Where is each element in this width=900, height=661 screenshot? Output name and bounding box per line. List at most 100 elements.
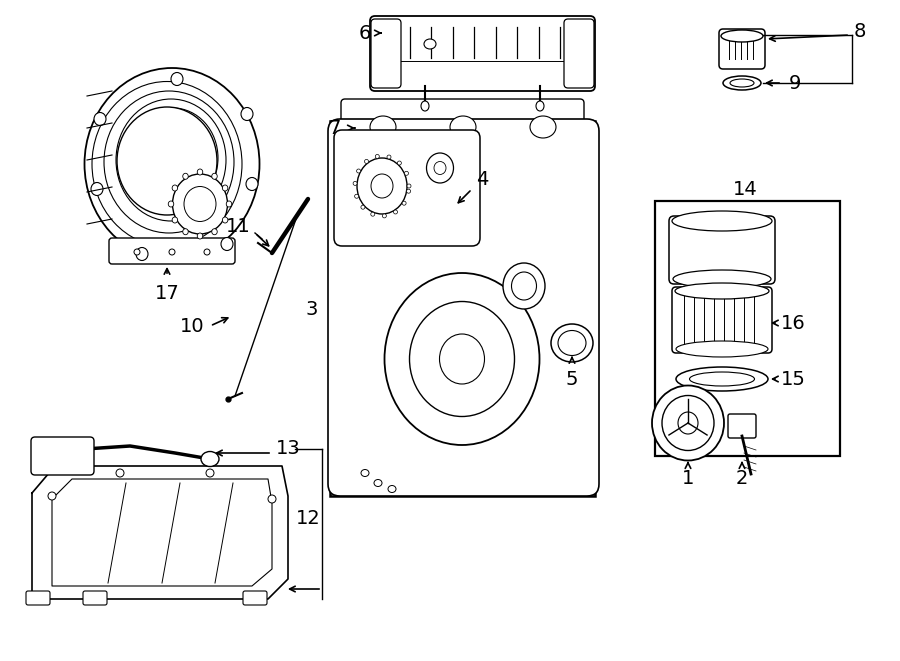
Ellipse shape xyxy=(116,469,124,477)
Ellipse shape xyxy=(361,205,365,210)
Ellipse shape xyxy=(503,263,545,309)
Ellipse shape xyxy=(723,76,761,90)
Ellipse shape xyxy=(662,395,714,451)
Ellipse shape xyxy=(398,161,401,165)
Ellipse shape xyxy=(387,155,391,159)
Ellipse shape xyxy=(134,249,140,255)
Ellipse shape xyxy=(678,412,698,434)
FancyBboxPatch shape xyxy=(564,19,594,88)
Ellipse shape xyxy=(94,112,106,126)
Text: 13: 13 xyxy=(275,440,301,459)
Ellipse shape xyxy=(221,237,233,251)
Ellipse shape xyxy=(246,178,258,190)
FancyBboxPatch shape xyxy=(341,99,584,155)
Ellipse shape xyxy=(676,367,768,391)
FancyBboxPatch shape xyxy=(109,238,235,264)
Ellipse shape xyxy=(184,186,216,221)
Ellipse shape xyxy=(212,229,217,235)
Text: 8: 8 xyxy=(854,22,866,40)
Ellipse shape xyxy=(558,330,586,356)
FancyBboxPatch shape xyxy=(26,591,50,605)
FancyBboxPatch shape xyxy=(83,591,107,605)
Text: 12: 12 xyxy=(295,510,320,529)
Ellipse shape xyxy=(222,217,228,223)
Ellipse shape xyxy=(48,492,56,500)
Ellipse shape xyxy=(371,212,374,216)
Ellipse shape xyxy=(201,451,219,467)
Text: 10: 10 xyxy=(180,317,204,336)
Ellipse shape xyxy=(374,479,382,486)
FancyBboxPatch shape xyxy=(334,130,480,246)
Text: 11: 11 xyxy=(226,217,250,235)
Ellipse shape xyxy=(450,116,476,138)
Text: 4: 4 xyxy=(476,169,488,188)
Ellipse shape xyxy=(407,189,410,193)
Ellipse shape xyxy=(357,158,407,214)
Ellipse shape xyxy=(241,108,253,120)
Ellipse shape xyxy=(424,39,436,49)
Ellipse shape xyxy=(172,217,177,223)
Ellipse shape xyxy=(407,184,411,188)
Ellipse shape xyxy=(173,174,228,234)
Ellipse shape xyxy=(371,174,393,198)
Ellipse shape xyxy=(530,116,556,138)
Ellipse shape xyxy=(551,324,593,362)
Ellipse shape xyxy=(402,201,406,205)
Text: 17: 17 xyxy=(155,284,179,303)
FancyBboxPatch shape xyxy=(728,414,756,438)
Ellipse shape xyxy=(183,229,188,235)
Ellipse shape xyxy=(730,79,754,87)
Ellipse shape xyxy=(427,153,454,183)
Ellipse shape xyxy=(268,495,276,503)
Bar xyxy=(330,121,595,496)
Bar xyxy=(655,201,840,456)
Ellipse shape xyxy=(388,485,396,492)
Ellipse shape xyxy=(212,173,217,179)
Ellipse shape xyxy=(689,372,754,386)
Ellipse shape xyxy=(136,247,148,260)
Ellipse shape xyxy=(404,171,409,175)
Ellipse shape xyxy=(672,211,772,231)
Text: 5: 5 xyxy=(566,369,578,389)
Text: 9: 9 xyxy=(788,73,801,93)
Ellipse shape xyxy=(197,169,202,175)
Text: 6: 6 xyxy=(359,24,371,42)
Text: 2: 2 xyxy=(736,469,748,488)
Ellipse shape xyxy=(361,469,369,477)
Text: 7: 7 xyxy=(328,118,341,137)
Text: 14: 14 xyxy=(733,180,758,198)
Ellipse shape xyxy=(421,101,429,111)
Ellipse shape xyxy=(370,116,396,138)
Text: 3: 3 xyxy=(306,299,319,319)
Ellipse shape xyxy=(393,210,398,214)
FancyBboxPatch shape xyxy=(243,591,267,605)
Ellipse shape xyxy=(172,185,177,191)
Ellipse shape xyxy=(171,73,183,85)
Polygon shape xyxy=(52,479,272,586)
Ellipse shape xyxy=(375,155,379,159)
FancyBboxPatch shape xyxy=(672,287,772,353)
Text: 16: 16 xyxy=(780,313,806,332)
Ellipse shape xyxy=(652,385,724,461)
Ellipse shape xyxy=(511,272,536,300)
Ellipse shape xyxy=(434,161,446,175)
Ellipse shape xyxy=(168,201,174,207)
Ellipse shape xyxy=(364,159,368,163)
Polygon shape xyxy=(32,466,288,599)
Ellipse shape xyxy=(410,301,515,416)
Ellipse shape xyxy=(356,169,361,173)
Ellipse shape xyxy=(384,273,539,445)
Ellipse shape xyxy=(382,214,386,218)
Text: 1: 1 xyxy=(682,469,694,488)
Text: 15: 15 xyxy=(780,369,806,389)
Ellipse shape xyxy=(676,341,768,357)
Ellipse shape xyxy=(169,249,175,255)
Ellipse shape xyxy=(353,181,357,185)
Ellipse shape xyxy=(206,469,214,477)
Ellipse shape xyxy=(117,107,217,215)
Ellipse shape xyxy=(675,283,769,299)
Ellipse shape xyxy=(439,334,484,384)
FancyBboxPatch shape xyxy=(719,29,765,69)
Ellipse shape xyxy=(85,68,259,260)
Ellipse shape xyxy=(204,249,210,255)
